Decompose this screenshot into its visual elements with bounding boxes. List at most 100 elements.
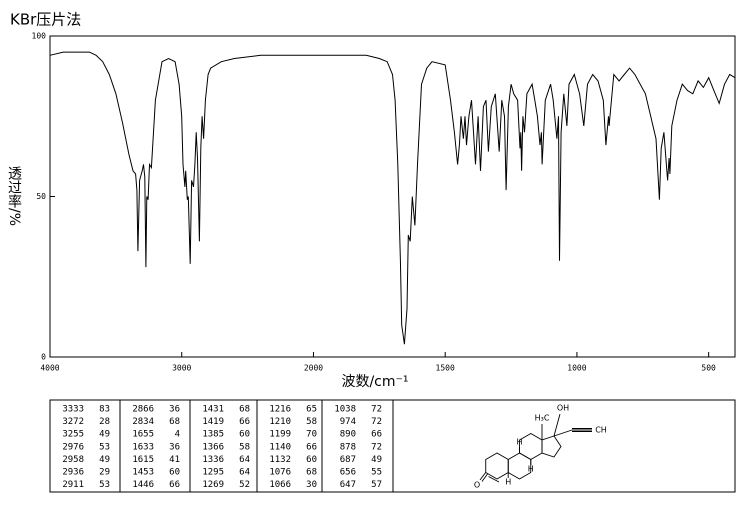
peak-transmittance: 66 xyxy=(239,417,250,427)
peak-wavenumber: 1655 xyxy=(132,430,154,440)
peak-wavenumber: 2958 xyxy=(62,455,84,465)
peak-wavenumber: 2834 xyxy=(132,417,154,427)
peak-transmittance: 68 xyxy=(169,417,180,427)
x-tick-label: 1500 xyxy=(436,364,455,373)
peak-transmittance: 60 xyxy=(306,455,317,465)
peak-transmittance: 60 xyxy=(169,468,180,478)
carbonyl-bond xyxy=(481,473,488,482)
peak-transmittance: 41 xyxy=(169,455,180,465)
peak-wavenumber: 1076 xyxy=(269,468,291,478)
peak-wavenumber: 3333 xyxy=(62,405,84,415)
peak-wavenumber: 1295 xyxy=(202,468,224,478)
peak-wavenumber: 1216 xyxy=(269,405,291,415)
peak-wavenumber: 1431 xyxy=(202,405,224,415)
x-tick-label: 3000 xyxy=(172,364,191,373)
hydrogen-label: H xyxy=(516,438,522,447)
x-tick-label: 1000 xyxy=(567,364,586,373)
hydroxyl-bond xyxy=(553,413,561,437)
peak-wavenumber: 2936 xyxy=(62,468,84,478)
x-tick-label: 500 xyxy=(701,364,716,373)
peak-transmittance: 49 xyxy=(371,455,382,465)
peak-wavenumber: 1132 xyxy=(269,455,291,465)
peak-wavenumber: 3272 xyxy=(62,417,84,427)
peak-wavenumber: 2976 xyxy=(62,442,84,452)
peak-wavenumber: 2911 xyxy=(62,480,84,490)
y-tick-label: 0 xyxy=(41,353,46,362)
peak-transmittance: 72 xyxy=(371,417,382,427)
peak-wavenumber: 1615 xyxy=(132,455,154,465)
plot-frame xyxy=(49,35,736,358)
y-tick-label: 100 xyxy=(32,32,47,41)
ketone-label: O xyxy=(474,481,480,490)
peak-wavenumber: 1633 xyxy=(132,442,154,452)
peak-wavenumber: 656 xyxy=(340,468,356,478)
peak-transmittance: 29 xyxy=(99,468,110,478)
x-tick-label: 4000 xyxy=(40,364,59,373)
peak-wavenumber: 1336 xyxy=(202,455,224,465)
peak-transmittance: 4 xyxy=(175,430,180,440)
peak-transmittance: 66 xyxy=(169,480,180,490)
peak-wavenumber: 890 xyxy=(340,430,356,440)
peak-wavenumber: 1366 xyxy=(202,442,224,452)
peak-wavenumber: 1066 xyxy=(269,480,291,490)
peak-wavenumber: 1269 xyxy=(202,480,224,490)
alkyne-label: CH xyxy=(595,426,607,435)
hydroxyl-label: OH xyxy=(557,404,569,413)
peak-transmittance: 72 xyxy=(371,405,382,415)
peak-transmittance: 53 xyxy=(99,480,110,490)
peak-transmittance: 55 xyxy=(371,468,382,478)
peak-wavenumber: 1140 xyxy=(269,442,291,452)
peak-wavenumber: 647 xyxy=(340,480,356,490)
peak-transmittance: 52 xyxy=(239,480,250,490)
alkyne-bond xyxy=(553,429,573,437)
peak-transmittance: 68 xyxy=(306,468,317,478)
methyl-label: H₃C xyxy=(535,414,550,423)
peak-transmittance: 30 xyxy=(306,480,317,490)
peak-transmittance: 72 xyxy=(371,442,382,452)
carbonyl-bond xyxy=(479,472,487,481)
double-bond xyxy=(488,476,500,483)
peak-transmittance: 66 xyxy=(371,430,382,440)
peak-transmittance: 36 xyxy=(169,442,180,452)
peak-wavenumber: 1038 xyxy=(334,405,356,415)
peak-transmittance: 60 xyxy=(239,430,250,440)
peak-wavenumber: 3255 xyxy=(62,430,84,440)
peak-transmittance: 66 xyxy=(306,442,317,452)
ring-d xyxy=(541,435,562,458)
peak-transmittance: 49 xyxy=(99,430,110,440)
structure xyxy=(479,413,592,483)
peak-wavenumber: 687 xyxy=(340,455,356,465)
y-axis-label: 透过率/% xyxy=(6,166,22,226)
peak-transmittance: 68 xyxy=(239,405,250,415)
peak-wavenumber: 974 xyxy=(340,417,356,427)
peak-transmittance: 83 xyxy=(99,405,110,415)
peak-wavenumber: 1419 xyxy=(202,417,224,427)
peak-transmittance: 58 xyxy=(306,417,317,427)
peak-wavenumber: 2866 xyxy=(132,405,154,415)
peak-wavenumber: 1199 xyxy=(269,430,291,440)
peak-transmittance: 57 xyxy=(371,480,382,490)
peak-wavenumber: 1453 xyxy=(132,468,154,478)
peak-transmittance: 65 xyxy=(306,405,317,415)
peak-wavenumber: 878 xyxy=(340,442,356,452)
hydrogen-label: H xyxy=(528,465,534,474)
ring-c xyxy=(519,432,543,461)
peak-transmittance: 64 xyxy=(239,468,250,478)
peak-wavenumber: 1210 xyxy=(269,417,291,427)
y-tick-label: 50 xyxy=(36,192,46,201)
x-axis-label: 波数/cm⁻¹ xyxy=(341,374,408,390)
peak-transmittance: 49 xyxy=(99,455,110,465)
x-tick-label: 2000 xyxy=(304,364,323,373)
peak-transmittance: 53 xyxy=(99,442,110,452)
ring-a xyxy=(485,452,509,480)
peak-wavenumber: 1446 xyxy=(132,480,154,490)
peak-transmittance: 36 xyxy=(169,405,180,415)
chart-title: KBr压片法 xyxy=(10,11,81,29)
hydrogen-label: H xyxy=(505,478,511,487)
peak-transmittance: 58 xyxy=(239,442,250,452)
peak-wavenumber: 1385 xyxy=(202,430,224,440)
spectrum-line xyxy=(49,51,736,345)
peak-transmittance: 64 xyxy=(239,455,250,465)
peak-transmittance: 70 xyxy=(306,430,317,440)
